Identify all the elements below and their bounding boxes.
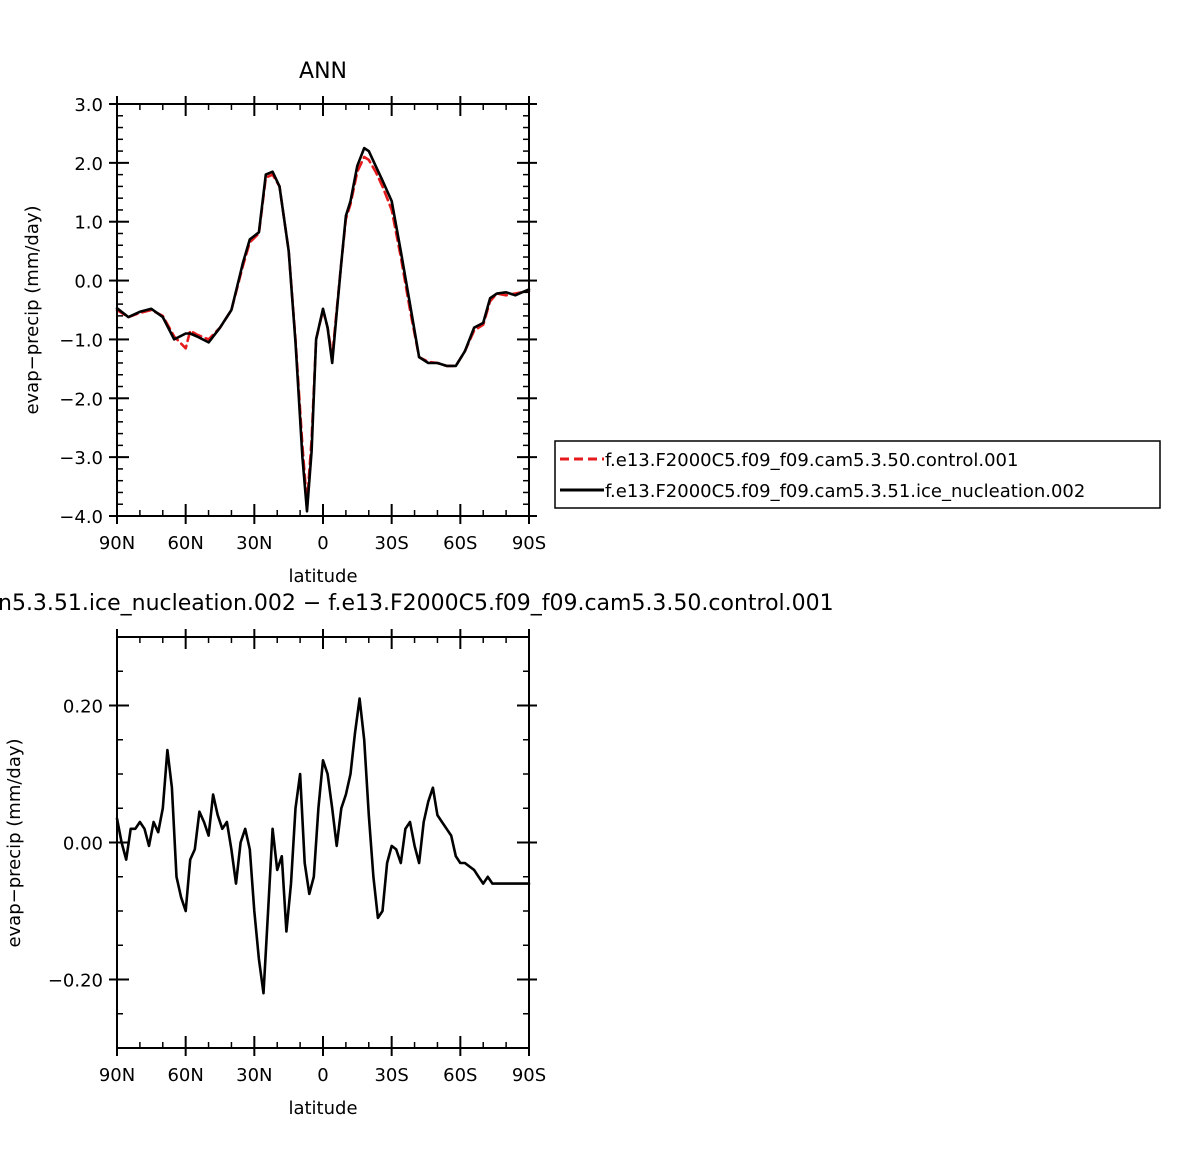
- top-y-tick-label: −3.0: [59, 448, 103, 469]
- top-x-tick-label: 60N: [167, 533, 203, 554]
- bottom-x-tick-label: 90S: [512, 1065, 546, 1086]
- top-y-axis-label: evap−precip (mm/day): [22, 205, 43, 414]
- bottom-series-line-0: [115, 697, 531, 995]
- top-y-tick-label: 0.0: [74, 272, 103, 293]
- bottom-y-axis-label: evap−precip (mm/day): [4, 738, 25, 947]
- bottom-y-tick-label: −0.20: [48, 971, 103, 992]
- top-series-line-0: [115, 155, 531, 506]
- bottom-x-tick-label: 30S: [374, 1065, 408, 1086]
- top-y-tick-label: −4.0: [59, 507, 103, 528]
- top-plot-frame: [116, 103, 530, 517]
- top-y-tick-label: 2.0: [74, 154, 103, 175]
- legend-label-control: f.e13.F2000C5.f09_f09.cam5.3.50.control.…: [605, 450, 1018, 471]
- bottom-chart-title: n5.3.51.ice_nucleation.002 − f.e13.F2000…: [0, 591, 834, 616]
- top-x-axis-label: latitude: [288, 566, 357, 587]
- top-x-tick-label: 60S: [443, 533, 477, 554]
- top-y-tick-label: −2.0: [59, 389, 103, 410]
- bottom-x-tick-label: 60N: [167, 1065, 203, 1086]
- top-x-tick-label: 90N: [99, 533, 135, 554]
- legend-box: [554, 440, 1161, 509]
- top-y-tick-label: −1.0: [59, 330, 103, 351]
- bottom-panel: n5.3.51.ice_nucleation.002 − f.e13.F2000…: [0, 591, 834, 1119]
- bottom-y-tick-label: 0.00: [63, 834, 103, 855]
- legend-label-ice-nucleation: f.e13.F2000C5.f09_f09.cam5.3.51.ice_nucl…: [605, 481, 1085, 502]
- bottom-x-tick-label: 90N: [99, 1065, 135, 1086]
- bottom-y-tick-label: 0.20: [63, 697, 103, 718]
- top-chart-title: ANN: [299, 59, 347, 84]
- bottom-plot-frame: [116, 636, 530, 1049]
- legend: f.e13.F2000C5.f09_f09.cam5.3.50.control.…: [554, 440, 1161, 509]
- bottom-x-tick-label: 0: [317, 1065, 328, 1086]
- top-y-tick-label: 3.0: [74, 95, 103, 116]
- top-x-tick-label: 90S: [512, 533, 546, 554]
- bottom-x-axis-label: latitude: [288, 1098, 357, 1119]
- bottom-x-tick-label: 60S: [443, 1065, 477, 1086]
- top-x-tick-label: 30S: [374, 533, 408, 554]
- top-x-tick-label: 0: [317, 533, 328, 554]
- top-y-tick-label: 1.0: [74, 213, 103, 234]
- bottom-x-tick-label: 30N: [236, 1065, 272, 1086]
- top-x-tick-label: 30N: [236, 533, 272, 554]
- top-series-line-1: [115, 146, 531, 513]
- top-panel: ANN evap−precip (mm/day) latitude 90N 60N…: [22, 59, 546, 587]
